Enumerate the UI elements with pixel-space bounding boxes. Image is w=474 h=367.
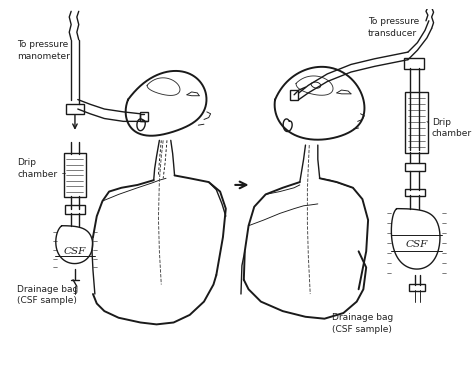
FancyBboxPatch shape	[290, 90, 298, 99]
FancyBboxPatch shape	[405, 189, 425, 196]
FancyBboxPatch shape	[404, 58, 424, 69]
FancyBboxPatch shape	[410, 284, 426, 291]
FancyBboxPatch shape	[65, 205, 85, 214]
Text: Drip
chamber: Drip chamber	[432, 117, 472, 138]
Text: To pressure
transducer: To pressure transducer	[368, 17, 419, 38]
Text: Drip
chamber: Drip chamber	[17, 159, 57, 179]
Text: Drainage bag
(CSF sample): Drainage bag (CSF sample)	[17, 284, 78, 305]
Text: To pressure
manometer: To pressure manometer	[17, 40, 70, 61]
FancyBboxPatch shape	[64, 153, 86, 197]
Text: Drainage bag
(CSF sample): Drainage bag (CSF sample)	[332, 313, 393, 334]
FancyBboxPatch shape	[140, 112, 148, 121]
Text: CSF: CSF	[64, 247, 86, 256]
FancyBboxPatch shape	[405, 163, 425, 171]
FancyBboxPatch shape	[66, 104, 84, 114]
Text: CSF: CSF	[405, 240, 428, 249]
FancyBboxPatch shape	[405, 92, 428, 153]
